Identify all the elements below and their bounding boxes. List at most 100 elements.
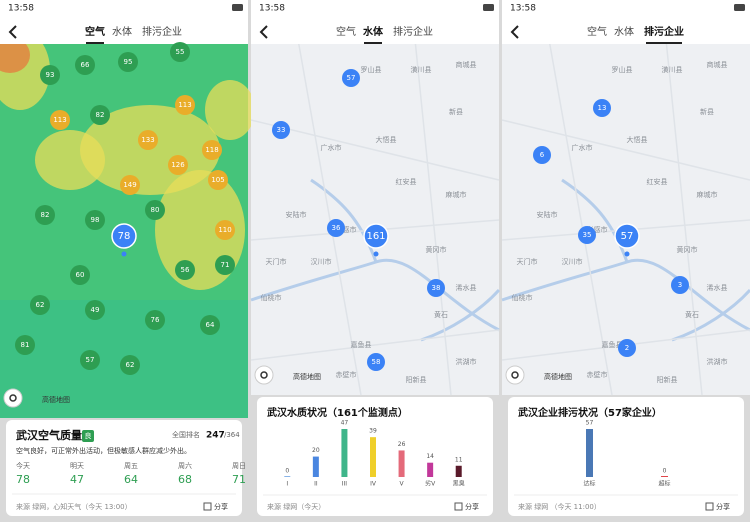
locate-button[interactable]: [505, 365, 525, 385]
description: 空气良好，可正常外出活动，但极敏感人群应减少外出。: [16, 446, 191, 455]
place-name: 红安县: [396, 177, 417, 186]
bar-zero-tick: [661, 476, 668, 477]
bar-value: 0: [285, 468, 289, 475]
bar-zero-tick: [284, 476, 291, 477]
place-name: 安陆市: [286, 210, 307, 219]
marker-pin[interactable]: [363, 223, 389, 249]
site-value: 13: [598, 104, 607, 112]
aqi-marker[interactable]: [50, 110, 70, 130]
aqi-marker[interactable]: [200, 315, 220, 335]
aqi-value: 113: [53, 116, 66, 124]
aqi-marker[interactable]: [85, 300, 105, 320]
place-name: 洪湖市: [707, 357, 728, 366]
tab[interactable]: 水体: [362, 25, 384, 38]
aqi-marker[interactable]: [120, 175, 140, 195]
site-value: 3: [678, 281, 682, 289]
aqi-marker[interactable]: [145, 200, 165, 220]
marker-pin[interactable]: [614, 223, 640, 249]
marker-pin[interactable]: [111, 223, 137, 249]
aqi-marker[interactable]: [118, 52, 138, 72]
back-arrow[interactable]: [259, 25, 268, 39]
share-icon[interactable]: [705, 502, 714, 511]
place-name: 商城县: [707, 60, 728, 69]
back-arrow[interactable]: [510, 25, 519, 39]
forecast-aqi: 47: [70, 473, 84, 486]
site-marker[interactable]: [367, 353, 385, 371]
share-button[interactable]: 分享: [214, 502, 228, 511]
tab[interactable]: 水体: [614, 26, 634, 38]
aqi-marker[interactable]: [85, 210, 105, 230]
aqi-marker[interactable]: [215, 255, 235, 275]
aqi-marker[interactable]: [168, 155, 188, 175]
site-marker[interactable]: [427, 279, 445, 297]
map-area: [502, 0, 750, 395]
site-marker[interactable]: [272, 121, 290, 139]
aqi-marker[interactable]: [30, 295, 50, 315]
share-button[interactable]: 分享: [465, 502, 479, 511]
site-marker[interactable]: [342, 69, 360, 87]
site-value: 2: [625, 344, 629, 352]
tab[interactable]: 排污企业: [142, 25, 182, 38]
site-marker[interactable]: [578, 226, 596, 244]
place-name: 麻城市: [446, 190, 467, 199]
locate-button[interactable]: [3, 388, 23, 408]
aqi-marker[interactable]: [145, 310, 165, 330]
aqi-value: 149: [123, 181, 136, 189]
site-marker[interactable]: [618, 339, 636, 357]
aqi-marker[interactable]: [35, 205, 55, 225]
bar-category: II: [314, 481, 318, 488]
place-name: 赤壁市: [587, 370, 608, 379]
share-icon[interactable]: [203, 502, 212, 511]
map-logo: 高德地图: [42, 395, 70, 404]
road: [290, 0, 362, 396]
aqi-marker[interactable]: [215, 220, 235, 240]
aqi-marker[interactable]: [90, 105, 110, 125]
place-name: 黄冈市: [677, 245, 698, 254]
status-time: 13:58: [510, 4, 536, 14]
place-name: 阳新县: [406, 375, 427, 384]
place-name: 洪湖市: [456, 357, 477, 366]
pollution-heat: [80, 105, 220, 195]
place-name: 红安县: [647, 177, 668, 186]
tab[interactable]: 空气: [587, 25, 607, 38]
place-name: 仙桃市: [261, 293, 282, 302]
locate-button[interactable]: [254, 365, 274, 385]
tab[interactable]: 空气: [336, 25, 356, 38]
aqi-marker[interactable]: [138, 130, 158, 150]
site-value: 57: [347, 74, 356, 82]
aqi-marker[interactable]: [202, 140, 222, 160]
aqi-marker[interactable]: [80, 350, 100, 370]
aqi-marker[interactable]: [40, 65, 60, 85]
tab[interactable]: 水体: [112, 26, 132, 38]
site-marker[interactable]: [533, 146, 551, 164]
tab[interactable]: 空气: [85, 25, 105, 38]
tab[interactable]: 排污企业: [393, 25, 433, 38]
battery-icon: [232, 4, 243, 11]
aqi-value: 66: [81, 61, 90, 69]
bar: [455, 465, 462, 477]
phone-panel: 13:58 空气 水体 排污企业 78 55 93 66 95 82 113 133 126 113 149…: [0, 0, 255, 516]
locate-icon: [9, 394, 17, 402]
bar-category: V: [400, 481, 405, 488]
bar-value: 0: [663, 468, 667, 475]
bar: [341, 429, 348, 477]
site-marker[interactable]: [593, 99, 611, 117]
site-marker[interactable]: [327, 219, 345, 237]
aqi-marker[interactable]: [208, 170, 228, 190]
aqi-marker[interactable]: [175, 260, 195, 280]
aqi-marker[interactable]: [15, 335, 35, 355]
aqi-marker[interactable]: [75, 55, 95, 75]
share-icon[interactable]: [454, 502, 463, 511]
place-name: 孝感市: [336, 225, 357, 234]
site-value: 38: [432, 284, 441, 292]
tab[interactable]: 排污企业: [644, 25, 684, 38]
back-arrow[interactable]: [8, 25, 17, 39]
site-marker[interactable]: [671, 276, 689, 294]
aqi-marker[interactable]: [170, 42, 190, 62]
share-button[interactable]: 分享: [716, 502, 730, 511]
aqi-marker[interactable]: [120, 355, 140, 375]
aqi-marker[interactable]: [70, 265, 90, 285]
aqi-value: 81: [21, 341, 30, 349]
aqi-marker[interactable]: [175, 95, 195, 115]
